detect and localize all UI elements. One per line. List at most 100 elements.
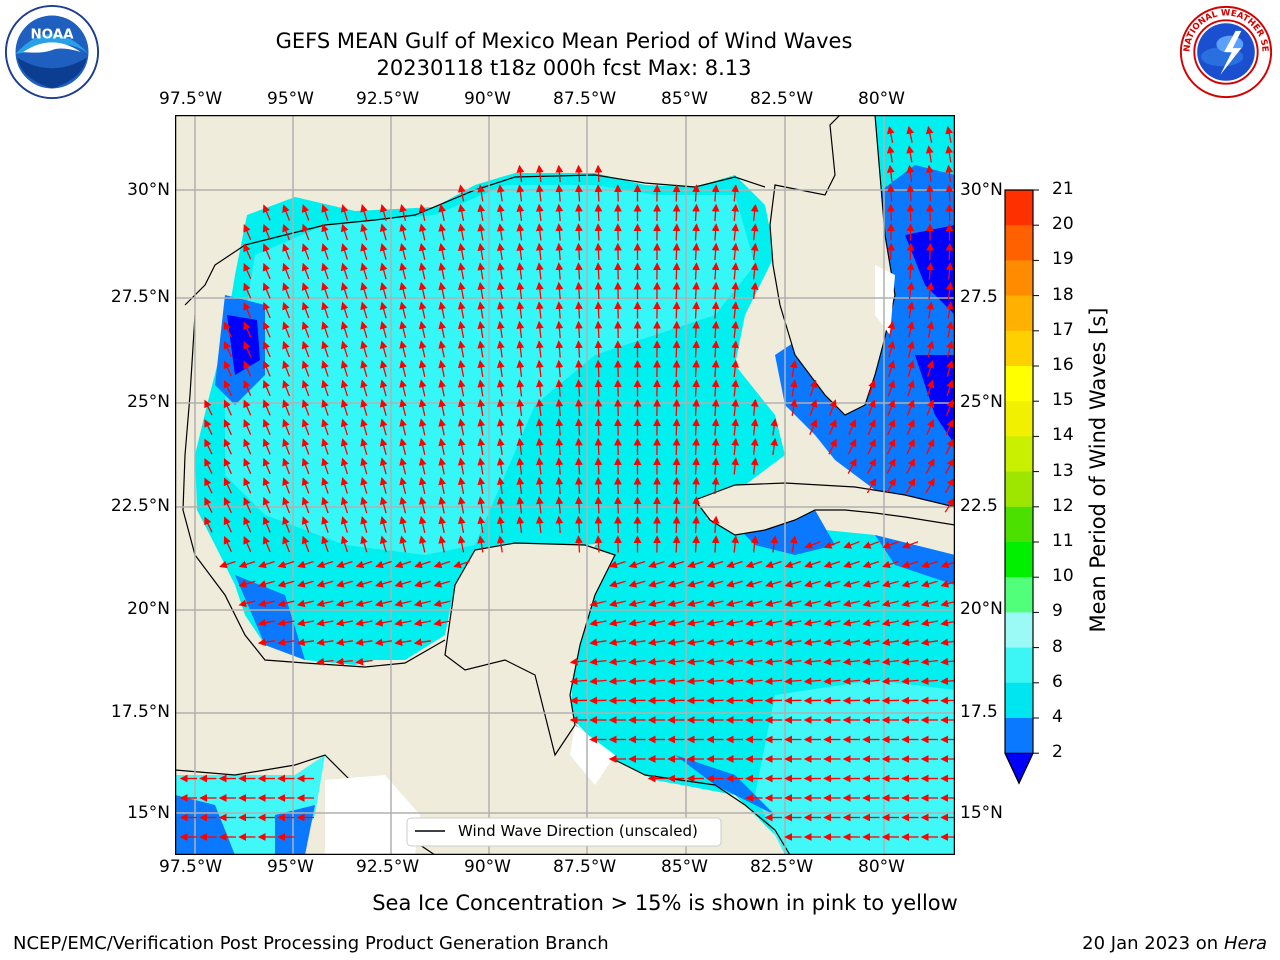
wind-wave-arrow [516,203,525,221]
wind-wave-arrow [608,638,626,647]
wind-wave-arrow [672,203,681,222]
wind-wave-arrow [745,618,763,627]
wind-wave-arrow [862,560,880,569]
wind-wave-arrow [438,515,446,533]
wind-wave-arrow [667,638,685,647]
wind-wave-arrow [535,437,544,456]
wind-wave-arrow [477,379,486,397]
wind-wave-arrow [321,282,329,299]
wind-wave-arrow [516,242,525,260]
wind-wave-arrow [535,281,544,300]
wind-wave-arrow [745,599,763,608]
wind-wave-arrow [262,243,271,260]
wind-wave-arrow [282,243,291,260]
wind-wave-arrow [457,301,466,319]
colorbar-segment [1005,436,1033,473]
wind-wave-arrow [438,203,446,221]
wind-wave-arrow [901,677,919,686]
colorbar-segment [1005,401,1033,437]
wind-wave-arrow [842,638,860,647]
wind-wave-arrow [901,541,919,549]
wind-wave-arrow [223,419,232,436]
wind-wave-arrow [535,340,544,358]
wind-wave-arrow [535,262,544,280]
wind-wave-arrow [906,438,915,455]
wind-wave-arrow [886,164,895,182]
wind-wave-arrow [594,281,603,300]
wind-wave-arrow [667,657,685,666]
wind-wave-arrow [535,496,544,514]
wind-wave-arrow [433,580,451,588]
wind-wave-arrow [336,580,353,588]
wind-wave-arrow [731,301,740,319]
colorbar-tick-label: 16 [1052,355,1074,375]
wind-wave-arrow [301,360,310,377]
wind-wave-arrow [628,599,646,608]
wind-wave-arrow [887,379,896,397]
wind-wave-arrow [496,359,505,377]
wind-wave-arrow [946,360,954,377]
wind-wave-arrow [648,580,665,588]
wind-wave-arrow [803,657,821,666]
wind-wave-arrow [243,477,252,494]
lon-label-top: 80°W [858,89,905,109]
wind-wave-arrow [750,242,759,260]
wind-wave-arrow [789,359,798,378]
wind-wave-arrow [414,560,431,569]
wind-wave-arrow [457,476,466,495]
wind-wave-arrow [842,618,861,627]
wind-wave-arrow [575,476,583,495]
wind-wave-arrow [262,418,271,436]
wind-wave-arrow [594,398,603,417]
wind-wave-arrow [282,496,291,514]
wind-wave-arrow [262,477,271,494]
wind-wave-arrow [907,360,915,377]
wind-wave-arrow [692,340,700,358]
wind-wave-arrow [496,418,505,436]
wind-wave-arrow [804,580,821,588]
wind-wave-arrow [418,262,427,280]
wind-wave-arrow [575,340,583,358]
wind-wave-arrow [418,515,427,533]
wind-wave-arrow [925,125,934,143]
wind-wave-arrow [887,340,896,358]
lat-label-right: 30°N [960,180,1003,200]
wind-wave-arrow [555,457,564,475]
wind-wave-arrow [379,535,388,553]
wind-wave-arrow [843,560,860,569]
wind-wave-arrow [667,560,685,569]
wind-wave-arrow [321,340,329,358]
wind-wave-arrow [823,541,841,549]
wind-wave-arrow [906,419,915,436]
wind-wave-arrow [594,340,603,358]
wind-wave-arrow [731,535,740,553]
wind-wave-arrow [496,496,505,514]
wind-wave-arrow [882,541,899,549]
wind-wave-arrow [321,535,329,553]
wind-wave-arrow [555,418,564,436]
wind-wave-arrow [496,223,505,241]
wind-wave-arrow [770,535,779,553]
colorbar-tick-label: 20 [1052,214,1074,235]
wind-wave-arrow [262,457,271,475]
wind-wave-arrow [257,599,275,608]
wind-wave-arrow [944,477,955,494]
wind-wave-arrow [282,477,291,494]
wind-wave-arrow [750,262,759,280]
wind-wave-arrow [438,340,446,358]
wind-wave-arrow [575,535,583,553]
wind-wave-arrow [575,262,583,280]
wind-wave-arrow [379,516,388,533]
wind-wave-arrow [925,458,935,474]
wind-wave-arrow [711,301,720,319]
wind-wave-arrow [418,418,427,436]
wind-wave-arrow [945,399,954,416]
wind-wave-arrow [399,437,407,455]
wind-wave-arrow [887,320,896,338]
wind-wave-arrow [905,477,916,494]
wind-wave-arrow [477,281,486,300]
wind-wave-arrow [925,184,934,202]
wind-wave-arrow [457,203,466,222]
wind-wave-arrow [282,438,291,455]
colorbar-tick-label: 19 [1052,249,1074,270]
